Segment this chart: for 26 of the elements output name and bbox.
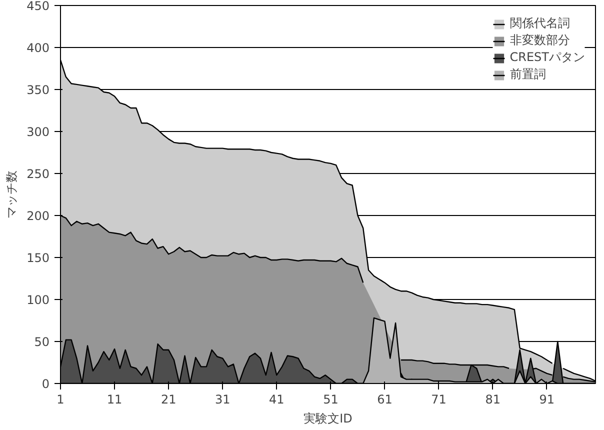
x-tick-label: 81 <box>485 392 500 406</box>
y-tick-label: 100 <box>26 293 50 307</box>
x-tick-label: 31 <box>214 392 230 406</box>
x-tick-label: 71 <box>431 392 446 406</box>
y-tick-label: 150 <box>26 251 50 265</box>
y-tick-label: 450 <box>26 0 50 13</box>
x-tick-label: 21 <box>160 392 176 406</box>
x-axis-title: 実験文ID <box>304 412 352 426</box>
x-tick-label: 1 <box>56 392 64 406</box>
y-tick-label: 350 <box>26 83 50 97</box>
legend-label: 非変数部分 <box>510 32 570 49</box>
y-tick-label: 0 <box>42 377 50 391</box>
x-tick-label: 61 <box>377 392 392 406</box>
legend-label: CRESTパタン <box>510 49 585 66</box>
legend-label: 前置詞 <box>510 66 546 83</box>
y-tick-label: 250 <box>26 167 50 181</box>
y-axis-title: マッチ数 <box>4 170 19 218</box>
y-tick-label: 50 <box>34 335 50 349</box>
x-tick-label: 11 <box>106 392 122 406</box>
y-tick-label: 200 <box>26 209 50 223</box>
x-tick-label: 51 <box>323 392 338 406</box>
y-tick-label: 400 <box>26 41 50 55</box>
x-tick-label: 91 <box>539 392 555 406</box>
legend-label: 関係代名詞 <box>510 15 570 32</box>
x-tick-label: 41 <box>269 392 284 406</box>
y-tick-label: 300 <box>26 125 50 139</box>
